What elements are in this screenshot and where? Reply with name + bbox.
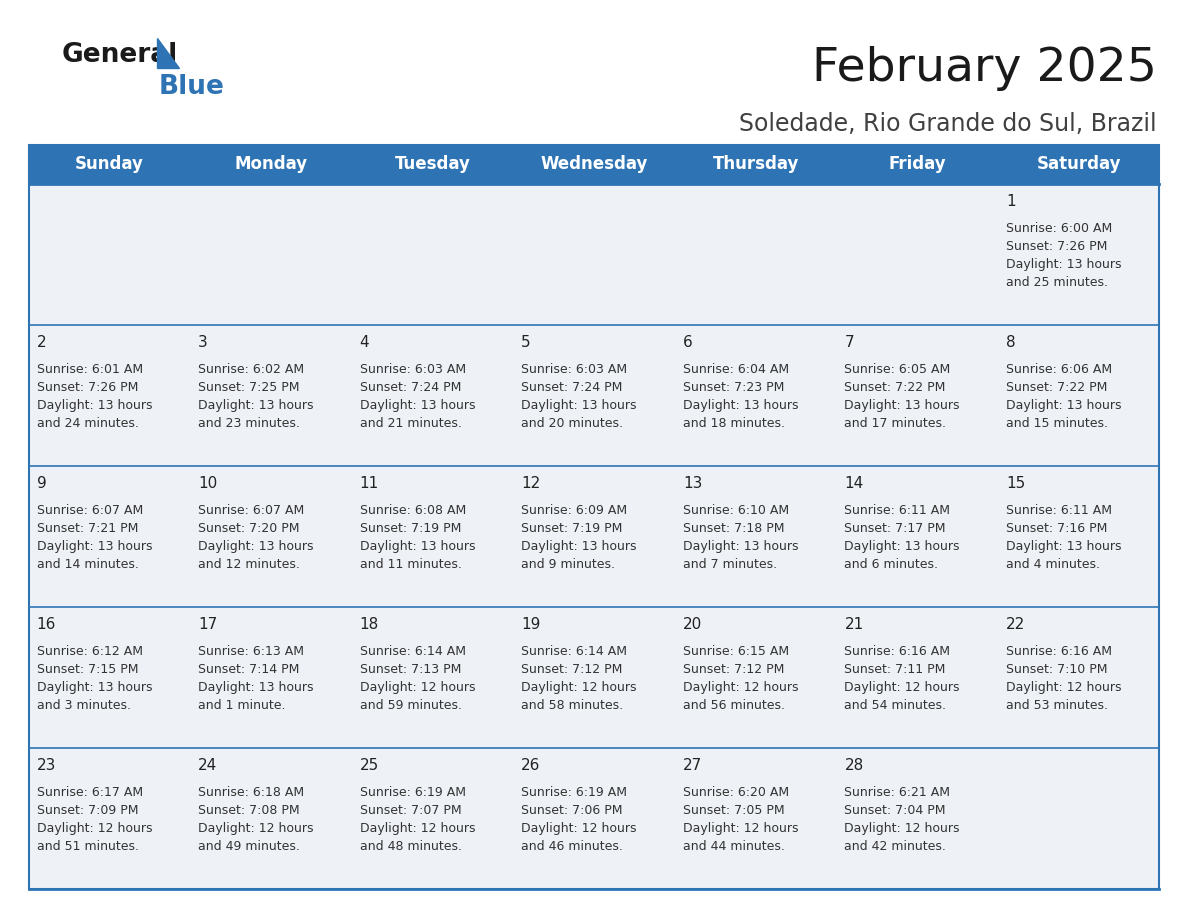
Text: 27: 27: [683, 758, 702, 774]
Text: 24: 24: [198, 758, 217, 774]
Text: Sunrise: 6:16 AM
Sunset: 7:11 PM
Daylight: 12 hours
and 54 minutes.: Sunrise: 6:16 AM Sunset: 7:11 PM Dayligh…: [845, 644, 960, 711]
Text: Sunrise: 6:07 AM
Sunset: 7:21 PM
Daylight: 13 hours
and 14 minutes.: Sunrise: 6:07 AM Sunset: 7:21 PM Dayligh…: [37, 504, 152, 571]
Text: February 2025: February 2025: [813, 46, 1157, 92]
Text: Sunrise: 6:09 AM
Sunset: 7:19 PM
Daylight: 13 hours
and 9 minutes.: Sunrise: 6:09 AM Sunset: 7:19 PM Dayligh…: [522, 504, 637, 571]
Text: 16: 16: [37, 618, 56, 633]
Text: Sunrise: 6:08 AM
Sunset: 7:19 PM
Daylight: 13 hours
and 11 minutes.: Sunrise: 6:08 AM Sunset: 7:19 PM Dayligh…: [360, 504, 475, 571]
Text: 23: 23: [37, 758, 56, 774]
Text: 21: 21: [845, 618, 864, 633]
Text: Sunrise: 6:16 AM
Sunset: 7:10 PM
Daylight: 12 hours
and 53 minutes.: Sunrise: 6:16 AM Sunset: 7:10 PM Dayligh…: [1006, 644, 1121, 711]
Text: Soledade, Rio Grande do Sul, Brazil: Soledade, Rio Grande do Sul, Brazil: [739, 112, 1157, 136]
Text: Blue: Blue: [159, 74, 225, 100]
Text: General: General: [62, 42, 178, 68]
Text: Sunrise: 6:01 AM
Sunset: 7:26 PM
Daylight: 13 hours
and 24 minutes.: Sunrise: 6:01 AM Sunset: 7:26 PM Dayligh…: [37, 363, 152, 430]
Text: Sunrise: 6:19 AM
Sunset: 7:06 PM
Daylight: 12 hours
and 46 minutes.: Sunrise: 6:19 AM Sunset: 7:06 PM Dayligh…: [522, 786, 637, 853]
Text: Tuesday: Tuesday: [394, 155, 470, 174]
Text: Monday: Monday: [234, 155, 308, 174]
Bar: [29, 747, 1159, 889]
Text: Thursday: Thursday: [713, 155, 798, 174]
Text: Friday: Friday: [889, 155, 946, 174]
Text: 17: 17: [198, 618, 217, 633]
Text: Sunrise: 6:06 AM
Sunset: 7:22 PM
Daylight: 13 hours
and 15 minutes.: Sunrise: 6:06 AM Sunset: 7:22 PM Dayligh…: [1006, 363, 1121, 430]
Text: Sunrise: 6:17 AM
Sunset: 7:09 PM
Daylight: 12 hours
and 51 minutes.: Sunrise: 6:17 AM Sunset: 7:09 PM Dayligh…: [37, 786, 152, 853]
Text: 14: 14: [845, 476, 864, 491]
Text: Sunrise: 6:03 AM
Sunset: 7:24 PM
Daylight: 13 hours
and 20 minutes.: Sunrise: 6:03 AM Sunset: 7:24 PM Dayligh…: [522, 363, 637, 430]
Text: 3: 3: [198, 335, 208, 351]
Bar: [29, 465, 1159, 607]
Text: Sunrise: 6:19 AM
Sunset: 7:07 PM
Daylight: 12 hours
and 48 minutes.: Sunrise: 6:19 AM Sunset: 7:07 PM Dayligh…: [360, 786, 475, 853]
Text: 4: 4: [360, 335, 369, 351]
Text: Sunrise: 6:12 AM
Sunset: 7:15 PM
Daylight: 13 hours
and 3 minutes.: Sunrise: 6:12 AM Sunset: 7:15 PM Dayligh…: [37, 644, 152, 711]
Text: Sunrise: 6:15 AM
Sunset: 7:12 PM
Daylight: 12 hours
and 56 minutes.: Sunrise: 6:15 AM Sunset: 7:12 PM Dayligh…: [683, 644, 798, 711]
Text: Sunrise: 6:05 AM
Sunset: 7:22 PM
Daylight: 13 hours
and 17 minutes.: Sunrise: 6:05 AM Sunset: 7:22 PM Dayligh…: [845, 363, 960, 430]
Text: Sunrise: 6:10 AM
Sunset: 7:18 PM
Daylight: 13 hours
and 7 minutes.: Sunrise: 6:10 AM Sunset: 7:18 PM Dayligh…: [683, 504, 798, 571]
Text: 8: 8: [1006, 335, 1016, 351]
Text: 28: 28: [845, 758, 864, 774]
Text: 6: 6: [683, 335, 693, 351]
Text: 25: 25: [360, 758, 379, 774]
Text: 26: 26: [522, 758, 541, 774]
Text: 11: 11: [360, 476, 379, 491]
Text: Wednesday: Wednesday: [541, 155, 647, 174]
Text: Sunrise: 6:03 AM
Sunset: 7:24 PM
Daylight: 13 hours
and 21 minutes.: Sunrise: 6:03 AM Sunset: 7:24 PM Dayligh…: [360, 363, 475, 430]
Text: 2: 2: [37, 335, 46, 351]
Text: Sunrise: 6:21 AM
Sunset: 7:04 PM
Daylight: 12 hours
and 42 minutes.: Sunrise: 6:21 AM Sunset: 7:04 PM Dayligh…: [845, 786, 960, 853]
Text: Sunrise: 6:14 AM
Sunset: 7:13 PM
Daylight: 12 hours
and 59 minutes.: Sunrise: 6:14 AM Sunset: 7:13 PM Dayligh…: [360, 644, 475, 711]
Text: Sunday: Sunday: [75, 155, 144, 174]
Text: Sunrise: 6:13 AM
Sunset: 7:14 PM
Daylight: 13 hours
and 1 minute.: Sunrise: 6:13 AM Sunset: 7:14 PM Dayligh…: [198, 644, 314, 711]
Text: 22: 22: [1006, 618, 1025, 633]
Text: Saturday: Saturday: [1036, 155, 1121, 174]
Text: Sunrise: 6:11 AM
Sunset: 7:16 PM
Daylight: 13 hours
and 4 minutes.: Sunrise: 6:11 AM Sunset: 7:16 PM Dayligh…: [1006, 504, 1121, 571]
Bar: [29, 325, 1159, 465]
Bar: [29, 184, 1159, 325]
Text: 1: 1: [1006, 195, 1016, 209]
Text: Sunrise: 6:18 AM
Sunset: 7:08 PM
Daylight: 12 hours
and 49 minutes.: Sunrise: 6:18 AM Sunset: 7:08 PM Dayligh…: [198, 786, 314, 853]
Text: 5: 5: [522, 335, 531, 351]
Text: 10: 10: [198, 476, 217, 491]
Text: Sunrise: 6:04 AM
Sunset: 7:23 PM
Daylight: 13 hours
and 18 minutes.: Sunrise: 6:04 AM Sunset: 7:23 PM Dayligh…: [683, 363, 798, 430]
Text: Sunrise: 6:07 AM
Sunset: 7:20 PM
Daylight: 13 hours
and 12 minutes.: Sunrise: 6:07 AM Sunset: 7:20 PM Dayligh…: [198, 504, 314, 571]
Text: 12: 12: [522, 476, 541, 491]
Text: 19: 19: [522, 618, 541, 633]
Text: 20: 20: [683, 618, 702, 633]
Bar: [29, 145, 1159, 184]
Text: 9: 9: [37, 476, 46, 491]
Text: 18: 18: [360, 618, 379, 633]
Text: 15: 15: [1006, 476, 1025, 491]
Polygon shape: [157, 38, 178, 68]
Text: Sunrise: 6:11 AM
Sunset: 7:17 PM
Daylight: 13 hours
and 6 minutes.: Sunrise: 6:11 AM Sunset: 7:17 PM Dayligh…: [845, 504, 960, 571]
Text: 7: 7: [845, 335, 854, 351]
Text: Sunrise: 6:20 AM
Sunset: 7:05 PM
Daylight: 12 hours
and 44 minutes.: Sunrise: 6:20 AM Sunset: 7:05 PM Dayligh…: [683, 786, 798, 853]
Text: Sunrise: 6:02 AM
Sunset: 7:25 PM
Daylight: 13 hours
and 23 minutes.: Sunrise: 6:02 AM Sunset: 7:25 PM Dayligh…: [198, 363, 314, 430]
Text: 13: 13: [683, 476, 702, 491]
Bar: [29, 145, 1159, 889]
Text: Sunrise: 6:00 AM
Sunset: 7:26 PM
Daylight: 13 hours
and 25 minutes.: Sunrise: 6:00 AM Sunset: 7:26 PM Dayligh…: [1006, 221, 1121, 288]
Text: Sunrise: 6:14 AM
Sunset: 7:12 PM
Daylight: 12 hours
and 58 minutes.: Sunrise: 6:14 AM Sunset: 7:12 PM Dayligh…: [522, 644, 637, 711]
Bar: [29, 607, 1159, 747]
